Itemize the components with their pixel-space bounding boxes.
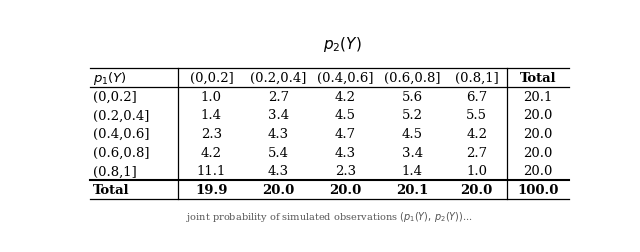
Text: $p_2(Y)$: $p_2(Y)$ (323, 35, 362, 54)
Text: 5.5: 5.5 (466, 109, 487, 122)
Text: 4.3: 4.3 (335, 146, 356, 159)
Text: 3.4: 3.4 (268, 109, 289, 122)
Text: 4.2: 4.2 (335, 90, 356, 103)
Text: 20.0: 20.0 (262, 183, 294, 196)
Text: 4.5: 4.5 (335, 109, 356, 122)
Text: 4.5: 4.5 (402, 128, 423, 141)
Text: $p_1(Y)$: $p_1(Y)$ (93, 70, 127, 87)
Text: 4.2: 4.2 (466, 128, 487, 141)
Text: 1.4: 1.4 (402, 165, 423, 178)
Text: 100.0: 100.0 (517, 183, 559, 196)
Text: 1.0: 1.0 (466, 165, 487, 178)
Text: 5.6: 5.6 (402, 90, 423, 103)
Text: 20.0: 20.0 (524, 165, 552, 178)
Text: (0.6,0.8]: (0.6,0.8] (93, 146, 149, 159)
Text: 20.0: 20.0 (460, 183, 493, 196)
Text: 4.3: 4.3 (268, 128, 289, 141)
Text: 2.7: 2.7 (466, 146, 487, 159)
Text: 2.3: 2.3 (335, 165, 356, 178)
Text: (0.6,0.8]: (0.6,0.8] (384, 72, 441, 85)
Text: 2.3: 2.3 (201, 128, 222, 141)
Text: 3.4: 3.4 (402, 146, 423, 159)
Text: 20.1: 20.1 (396, 183, 429, 196)
Text: 11.1: 11.1 (196, 165, 226, 178)
Text: 20.0: 20.0 (524, 109, 552, 122)
Text: 4.2: 4.2 (201, 146, 222, 159)
Text: Total: Total (520, 72, 556, 85)
Text: 4.3: 4.3 (268, 165, 289, 178)
Text: Total: Total (93, 183, 129, 196)
Text: 20.0: 20.0 (524, 146, 552, 159)
Text: (0,0.2]: (0,0.2] (93, 90, 137, 103)
Text: 4.7: 4.7 (335, 128, 356, 141)
Text: (0.2,0.4]: (0.2,0.4] (93, 109, 149, 122)
Text: 2.7: 2.7 (268, 90, 289, 103)
Text: 20.0: 20.0 (524, 128, 552, 141)
Text: 20.0: 20.0 (330, 183, 362, 196)
Text: 6.7: 6.7 (466, 90, 487, 103)
Text: (0.4,0.6]: (0.4,0.6] (317, 72, 374, 85)
Text: 5.4: 5.4 (268, 146, 289, 159)
Text: (0.8,1]: (0.8,1] (93, 165, 137, 178)
Text: 1.4: 1.4 (201, 109, 222, 122)
Text: 5.2: 5.2 (402, 109, 423, 122)
Text: 1.0: 1.0 (201, 90, 222, 103)
Text: (0.2,0.4]: (0.2,0.4] (250, 72, 307, 85)
Text: joint probability of simulated observations $(p_1(Y),\, p_2(Y))$...: joint probability of simulated observati… (186, 210, 473, 224)
Text: (0.4,0.6]: (0.4,0.6] (93, 128, 149, 141)
Text: 20.1: 20.1 (524, 90, 552, 103)
Text: 19.9: 19.9 (195, 183, 228, 196)
Text: (0.8,1]: (0.8,1] (454, 72, 499, 85)
Text: (0,0.2]: (0,0.2] (189, 72, 234, 85)
